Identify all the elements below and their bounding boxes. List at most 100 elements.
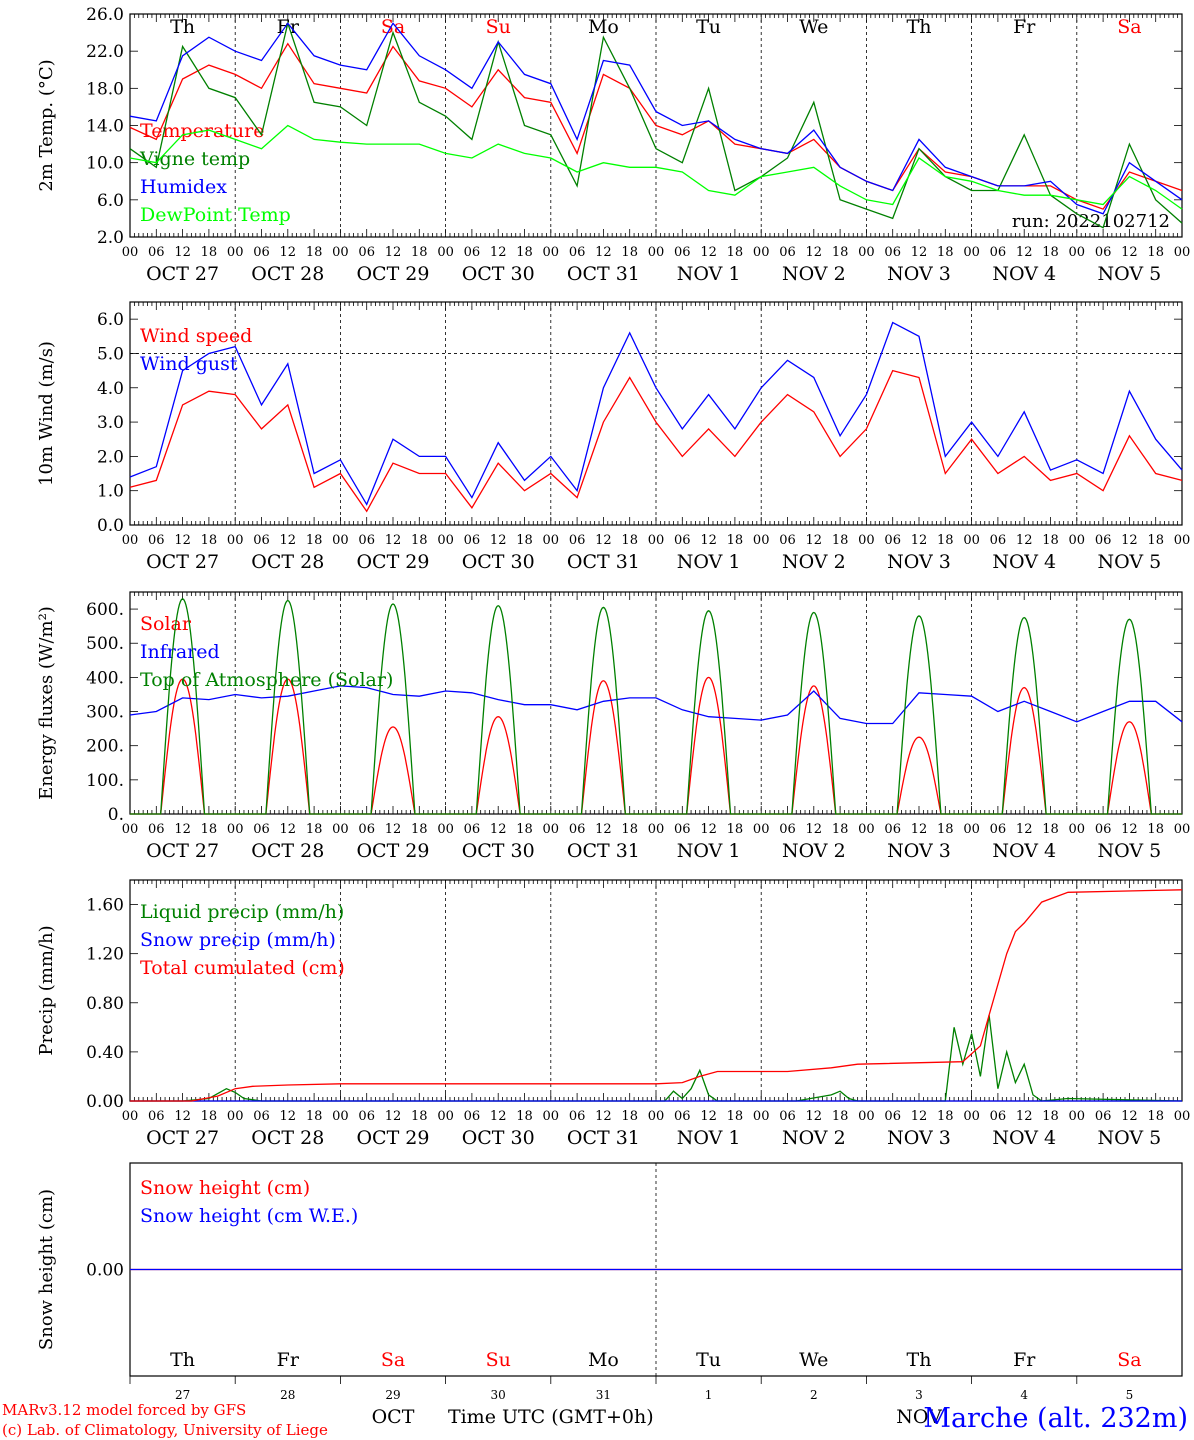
x-hour-label: 18 [411,822,428,837]
x-hour-label: 12 [385,822,402,837]
x-hour-label: 18 [201,822,218,837]
x-hour-label: 18 [306,822,323,837]
x-hour-label: 00 [963,822,980,837]
x-hour-label: 06 [569,1109,586,1124]
x-hour-label: 00 [437,1109,454,1124]
x-hour-label: 18 [1147,1109,1164,1124]
x-hour-label: 12 [385,533,402,548]
x-hour-label: 00 [227,822,244,837]
x-hour-label: 06 [674,533,691,548]
x-hour-label: 06 [569,822,586,837]
x-hour-label: 12 [1121,822,1138,837]
x-hour-label: 00 [858,245,875,260]
x-hour-label: 12 [1121,1109,1138,1124]
x-date-label: NOV 4 [992,840,1056,862]
weekday-label: Th [907,1349,932,1371]
x-hour-label: 00 [437,822,454,837]
x-hour-label: 18 [411,533,428,548]
day-number-label: 3 [915,1388,923,1402]
weekday-label: Th [907,16,932,38]
y-tick-label: 1.20 [86,945,124,965]
y-tick-label: 0.0 [97,516,124,536]
x-date-label: OCT 30 [462,840,535,862]
y-tick-label: 200. [86,737,124,757]
x-hour-label: 06 [358,822,375,837]
x-hour-label: 06 [253,245,270,260]
x-date-label: NOV 5 [1098,263,1162,285]
y-axis-label: Precip (mm/h) [36,925,57,1055]
x-hour-label: 12 [700,533,717,548]
x-date-label: OCT 31 [567,551,640,573]
series-line [130,598,1182,815]
weekday-label: Fr [1013,16,1036,38]
y-tick-label: 10.0 [86,154,124,174]
x-hour-label: 12 [280,533,297,548]
x-date-label: OCT 31 [567,263,640,285]
x-date-label: NOV 1 [677,840,741,862]
x-date-label: OCT 29 [356,263,429,285]
x-hour-label: 00 [122,822,139,837]
legend-label: Wind gust [140,353,238,375]
x-hour-label: 12 [806,533,823,548]
x-hour-label: 18 [727,1109,744,1124]
weekday-label: Tu [696,16,721,38]
x-hour-label: 00 [648,245,665,260]
x-hour-label: 12 [911,822,928,837]
x-hour-label: 18 [516,822,533,837]
x-hour-label: 00 [332,245,349,260]
x-hour-label: 12 [1121,533,1138,548]
x-hour-label: 18 [1042,822,1059,837]
y-tick-label: 300. [86,703,124,723]
x-hour-label: 18 [937,533,954,548]
x-hour-label: 12 [174,822,191,837]
x-hour-label: 18 [1042,1109,1059,1124]
x-hour-label: 00 [1174,245,1191,260]
y-tick-label: 0. [108,805,124,825]
x-hour-label: 12 [174,1109,191,1124]
x-hour-label: 06 [569,245,586,260]
x-hour-label: 12 [1016,533,1033,548]
x-hour-label: 06 [884,533,901,548]
y-tick-label: 3.0 [97,413,124,433]
x-hour-label: 18 [832,822,849,837]
weekday-label: Sa [381,16,405,38]
x-date-label: OCT 27 [146,1127,219,1149]
x-hour-label: 18 [727,822,744,837]
x-hour-label: 12 [490,1109,507,1124]
day-number-label: 2 [810,1388,818,1402]
x-date-label: NOV 1 [677,551,741,573]
x-hour-label: 18 [937,822,954,837]
y-tick-label: 6.0 [97,191,124,211]
x-date-label: OCT 29 [356,1127,429,1149]
x-hour-label: 12 [174,533,191,548]
plot-frame-1 [129,301,1183,526]
x-hour-label: 00 [437,245,454,260]
x-hour-label: 00 [332,533,349,548]
x-hour-label: 00 [648,822,665,837]
x-hour-label: 00 [1069,822,1086,837]
weekday-label: We [799,1349,828,1371]
series-line [129,369,1183,513]
x-date-label: NOV 2 [782,840,846,862]
x-date-label: OCT 27 [146,840,219,862]
x-hour-label: 18 [411,245,428,260]
day-number-label: 28 [280,1388,295,1402]
x-hour-label: 18 [727,245,744,260]
x-hour-label: 18 [201,1109,218,1124]
y-axis-label: Snow height (cm) [36,1189,57,1350]
x-date-label: OCT 31 [567,1127,640,1149]
location-label: Marche (alt. 232m) [923,1403,1188,1434]
x-hour-label: 12 [700,245,717,260]
y-tick-label: 18.0 [86,79,124,99]
x-hour-label: 00 [437,533,454,548]
y-tick-label: 0.00 [86,1261,124,1281]
x-hour-label: 12 [595,245,612,260]
x-date-label: NOV 4 [992,1127,1056,1149]
y-tick-label: 6.0 [97,310,124,330]
x-hour-label: 12 [490,822,507,837]
x-hour-label: 00 [648,1109,665,1124]
x-hour-label: 00 [543,822,560,837]
series-line [129,685,1183,725]
x-hour-label: 06 [674,1109,691,1124]
